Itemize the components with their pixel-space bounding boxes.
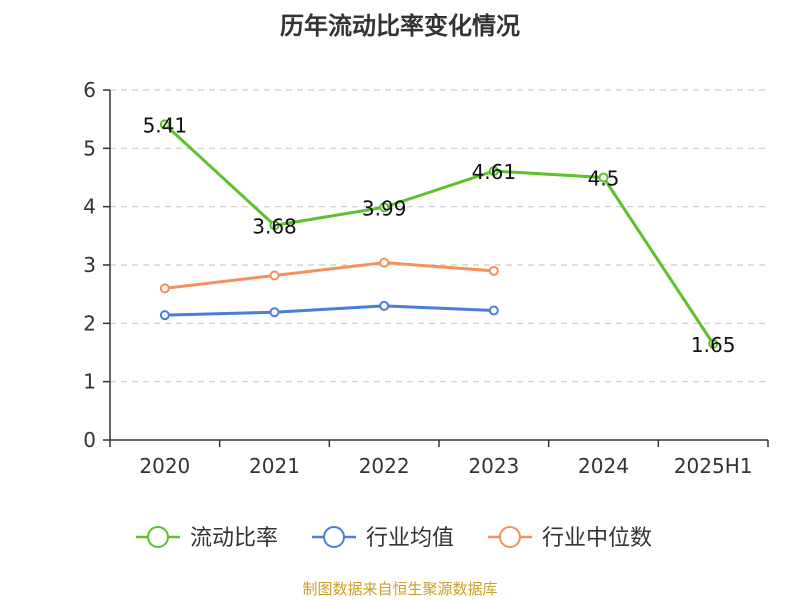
legend-marker [147,526,169,548]
x-tick-label: 2024 [578,454,629,478]
data-point [159,310,170,321]
data-label: 5.41 [143,113,188,137]
y-tick-label: 4 [83,195,96,219]
y-tick-label: 5 [83,136,96,160]
chart-title: 历年流动比率变化情况 [280,12,520,40]
data-point [379,300,390,311]
legend-label: 行业中位数 [542,526,652,551]
data-point [379,257,390,268]
data-point [269,220,280,231]
x-tick-label: 2021 [249,454,300,478]
data-point [488,166,499,177]
data-point [269,307,280,318]
series-line [164,304,494,317]
data-point [159,119,170,130]
y-tick-label: 2 [83,311,96,335]
legend-marker [499,526,521,548]
data-point [598,172,609,183]
data-point [708,338,719,349]
x-tick-label: 2020 [139,454,190,478]
series-line [164,261,494,290]
data-label: 4.61 [472,160,517,184]
legend-marker [323,526,345,548]
data-label: 1.65 [691,333,736,357]
data-point [379,202,390,213]
data-point [159,283,170,294]
data-label: 3.99 [362,196,407,220]
data-point [488,265,499,276]
data-point [269,270,280,281]
y-tick-label: 0 [83,428,96,452]
source-note: 制图数据来自恒生聚源数据库 [302,580,498,598]
data-label: 4.5 [588,167,620,191]
y-tick-label: 3 [83,253,96,277]
data-point [488,305,499,316]
x-tick-label: 2023 [468,454,519,478]
x-tick-label: 2022 [359,454,410,478]
y-tick-label: 6 [83,78,96,102]
legend-label: 流动比率 [190,526,278,551]
legend-label: 行业均值 [366,526,454,551]
data-label: 3.68 [252,214,297,238]
series-line [163,123,715,345]
y-tick-label: 1 [83,370,96,394]
x-tick-label: 2025H1 [674,454,753,478]
